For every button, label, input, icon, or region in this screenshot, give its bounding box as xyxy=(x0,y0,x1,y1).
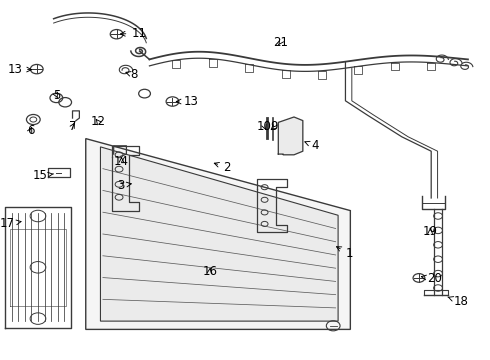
Text: 8: 8 xyxy=(126,68,137,81)
Text: 13: 13 xyxy=(7,63,31,76)
Text: 2: 2 xyxy=(214,161,230,174)
Text: 1: 1 xyxy=(337,247,353,260)
Polygon shape xyxy=(278,117,303,155)
Text: 15: 15 xyxy=(33,169,53,182)
Text: 12: 12 xyxy=(91,115,105,128)
Text: 3: 3 xyxy=(118,179,131,192)
Polygon shape xyxy=(100,147,338,321)
Polygon shape xyxy=(86,139,350,329)
Text: 5: 5 xyxy=(52,89,60,102)
Text: 9: 9 xyxy=(270,120,278,133)
Text: 7: 7 xyxy=(69,120,76,133)
Text: 11: 11 xyxy=(121,27,147,40)
Text: 21: 21 xyxy=(273,36,288,49)
Text: 17: 17 xyxy=(0,217,21,230)
Text: 4: 4 xyxy=(305,139,318,152)
Text: 20: 20 xyxy=(421,273,442,285)
Text: 10: 10 xyxy=(257,120,272,133)
Text: 18: 18 xyxy=(448,295,468,308)
Text: 16: 16 xyxy=(202,265,217,278)
Text: 19: 19 xyxy=(423,225,438,238)
Text: 14: 14 xyxy=(114,155,129,168)
Text: 6: 6 xyxy=(26,124,34,137)
Text: 13: 13 xyxy=(176,95,198,108)
